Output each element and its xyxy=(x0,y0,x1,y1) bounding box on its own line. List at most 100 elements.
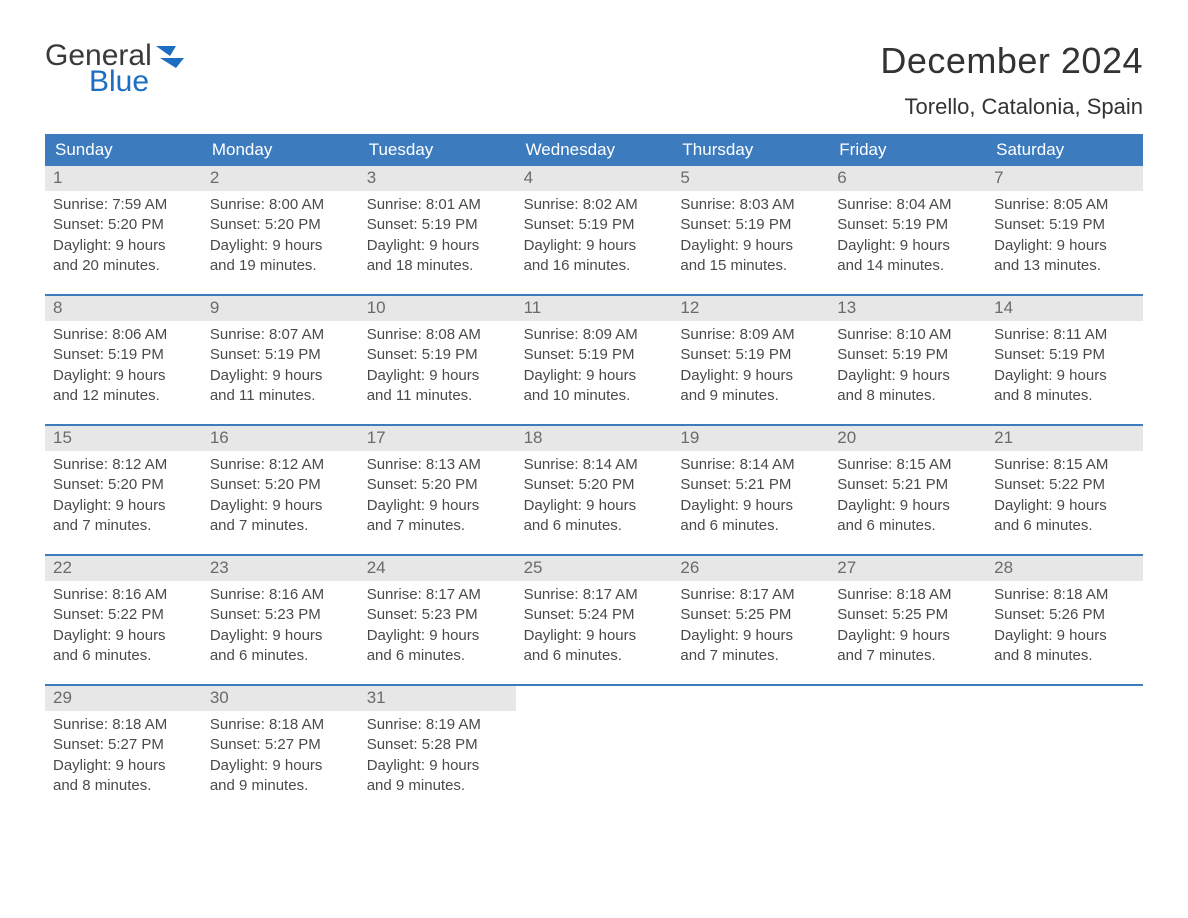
daylight-line-2: and 6 minutes. xyxy=(994,516,1135,536)
sunrise-line: Sunrise: 8:12 AM xyxy=(210,455,351,475)
sunrise-line: Sunrise: 8:16 AM xyxy=(53,585,194,605)
day-cell xyxy=(672,686,829,814)
day-number: 12 xyxy=(672,296,829,321)
daylight-line-1: Daylight: 9 hours xyxy=(524,236,665,256)
sunrise-line: Sunrise: 8:09 AM xyxy=(524,325,665,345)
daylight-line-1: Daylight: 9 hours xyxy=(53,366,194,386)
sunset-line: Sunset: 5:20 PM xyxy=(210,215,351,235)
daylight-line-2: and 13 minutes. xyxy=(994,256,1135,276)
sunrise-line: Sunrise: 8:02 AM xyxy=(524,195,665,215)
weekday-cell: Wednesday xyxy=(516,134,673,166)
sunset-line: Sunset: 5:19 PM xyxy=(994,215,1135,235)
day-cell: 25Sunrise: 8:17 AMSunset: 5:24 PMDayligh… xyxy=(516,556,673,684)
daylight-line-1: Daylight: 9 hours xyxy=(994,366,1135,386)
daylight-line-1: Daylight: 9 hours xyxy=(53,496,194,516)
sunset-line: Sunset: 5:20 PM xyxy=(210,475,351,495)
day-cell: 2Sunrise: 8:00 AMSunset: 5:20 PMDaylight… xyxy=(202,166,359,294)
daylight-line-2: and 7 minutes. xyxy=(210,516,351,536)
day-cell: 16Sunrise: 8:12 AMSunset: 5:20 PMDayligh… xyxy=(202,426,359,554)
day-number: 8 xyxy=(45,296,202,321)
sunset-line: Sunset: 5:23 PM xyxy=(210,605,351,625)
sunset-line: Sunset: 5:19 PM xyxy=(680,345,821,365)
daylight-line-1: Daylight: 9 hours xyxy=(837,366,978,386)
calendar-week: 15 Sunrise: 8:12 AMSunset: 5:20 PM Dayligh… xyxy=(45,424,1143,554)
daylight-line-2: and 6 minutes. xyxy=(53,646,194,666)
daylight-line-1: Daylight: 9 hours xyxy=(994,236,1135,256)
daylight-line-1: Daylight: 9 hours xyxy=(524,626,665,646)
daylight-line-2: and 6 minutes. xyxy=(524,646,665,666)
day-cell: 19Sunrise: 8:14 AMSunset: 5:21 PMDayligh… xyxy=(672,426,829,554)
day-number: 14 xyxy=(986,296,1143,321)
sunrise-line: Sunrise: 8:17 AM xyxy=(367,585,508,605)
weekday-cell: Friday xyxy=(829,134,986,166)
daylight-line-1: Daylight: 9 hours xyxy=(367,366,508,386)
day-body: Sunrise: 8:09 AMSunset: 5:19 PMDaylight:… xyxy=(516,321,673,414)
daylight-line-1: Daylight: 9 hours xyxy=(837,496,978,516)
day-number: 13 xyxy=(829,296,986,321)
day-cell xyxy=(986,686,1143,814)
day-number: 11 xyxy=(516,296,673,321)
sunrise-line: Sunrise: 8:18 AM xyxy=(210,715,351,735)
daylight-line-2: and 7 minutes. xyxy=(680,646,821,666)
sunset-line: Sunset: 5:25 PM xyxy=(837,605,978,625)
daylight-line-1: Daylight: 9 hours xyxy=(367,236,508,256)
daylight-line-2: and 8 minutes. xyxy=(53,776,194,796)
day-number: 22 xyxy=(45,556,202,581)
day-number: 28 xyxy=(986,556,1143,581)
day-cell: 26Sunrise: 8:17 AMSunset: 5:25 PMDayligh… xyxy=(672,556,829,684)
sunrise-line: Sunrise: 8:13 AM xyxy=(367,455,508,475)
daylight-line-2: and 11 minutes. xyxy=(367,386,508,406)
title-block: December 2024 Torello, Catalonia, Spain xyxy=(880,40,1143,120)
day-body: Sunrise: 8:11 AMSunset: 5:19 PMDaylight:… xyxy=(986,321,1143,414)
day-cell: 12Sunrise: 8:09 AMSunset: 5:19 PMDayligh… xyxy=(672,296,829,424)
sunset-line: Sunset: 5:23 PM xyxy=(367,605,508,625)
sunset-line: Sunset: 5:28 PM xyxy=(367,735,508,755)
daylight-line-2: and 9 minutes. xyxy=(210,776,351,796)
day-body: Sunrise: 8:08 AMSunset: 5:19 PMDaylight:… xyxy=(359,321,516,414)
daylight-line-1: Daylight: 9 hours xyxy=(53,626,194,646)
day-body: Sunrise: 8:13 AMSunset: 5:20 PMDaylight:… xyxy=(359,451,516,544)
sunrise-line: Sunrise: 8:16 AM xyxy=(210,585,351,605)
sunset-line: Sunset: 5:22 PM xyxy=(53,605,194,625)
daylight-line-2: and 6 minutes. xyxy=(210,646,351,666)
day-cell: 14Sunrise: 8:11 AMSunset: 5:19 PMDayligh… xyxy=(986,296,1143,424)
daylight-line-2: and 16 minutes. xyxy=(524,256,665,276)
day-number: 29 xyxy=(45,686,202,711)
daylight-line-1: Daylight: 9 hours xyxy=(680,626,821,646)
weekday-cell: Thursday xyxy=(672,134,829,166)
day-body: Sunrise: 8:17 AMSunset: 5:24 PMDaylight:… xyxy=(516,581,673,674)
daylight-line-1: Daylight: 9 hours xyxy=(210,366,351,386)
day-number: 2 xyxy=(202,166,359,191)
daylight-line-1: Daylight: 9 hours xyxy=(524,496,665,516)
day-cell: 24Sunrise: 8:17 AMSunset: 5:23 PMDayligh… xyxy=(359,556,516,684)
daylight-line-1: Daylight: 9 hours xyxy=(53,236,194,256)
sunset-line: Sunset: 5:19 PM xyxy=(680,215,821,235)
daylight-line-1: Daylight: 9 hours xyxy=(837,236,978,256)
day-body: Sunrise: 7:59 AMSunset: 5:20 PMDaylight:… xyxy=(45,191,202,284)
brand-logo: General Blue xyxy=(45,40,184,97)
day-number: 15 xyxy=(45,426,202,451)
day-body: Sunrise: 8:18 AMSunset: 5:25 PMDaylight:… xyxy=(829,581,986,674)
weekday-cell: Saturday xyxy=(986,134,1143,166)
sunrise-line: Sunrise: 8:11 AM xyxy=(994,325,1135,345)
day-number: 31 xyxy=(359,686,516,711)
day-body: Sunrise: 8:02 AMSunset: 5:19 PMDaylight:… xyxy=(516,191,673,284)
sunset-line: Sunset: 5:19 PM xyxy=(367,215,508,235)
day-body: Sunrise: 8:03 AMSunset: 5:19 PMDaylight:… xyxy=(672,191,829,284)
day-body: Sunrise: 8:14 AMSunset: 5:20 PMDaylight:… xyxy=(516,451,673,544)
sunrise-line: Sunrise: 8:06 AM xyxy=(53,325,194,345)
sunrise-line: Sunrise: 8:05 AM xyxy=(994,195,1135,215)
day-body: Sunrise: 8:01 AMSunset: 5:19 PMDaylight:… xyxy=(359,191,516,284)
day-number: 3 xyxy=(359,166,516,191)
daylight-line-2: and 8 minutes. xyxy=(994,386,1135,406)
weekday-cell: Sunday xyxy=(45,134,202,166)
daylight-line-1: Daylight: 9 hours xyxy=(53,756,194,776)
day-body: Sunrise: 8:18 AMSunset: 5:27 PMDaylight:… xyxy=(45,711,202,804)
daylight-line-1: Daylight: 9 hours xyxy=(994,626,1135,646)
daylight-line-2: and 6 minutes. xyxy=(524,516,665,536)
brand-mark-icon xyxy=(156,46,184,68)
day-body: Sunrise: 8:14 AMSunset: 5:21 PMDaylight:… xyxy=(672,451,829,544)
calendar: Sunday Monday Tuesday Wednesday Thursday… xyxy=(45,134,1143,814)
sunrise-line: Sunrise: 8:15 AM xyxy=(837,455,978,475)
day-body: Sunrise: 8:17 AMSunset: 5:25 PMDaylight:… xyxy=(672,581,829,674)
